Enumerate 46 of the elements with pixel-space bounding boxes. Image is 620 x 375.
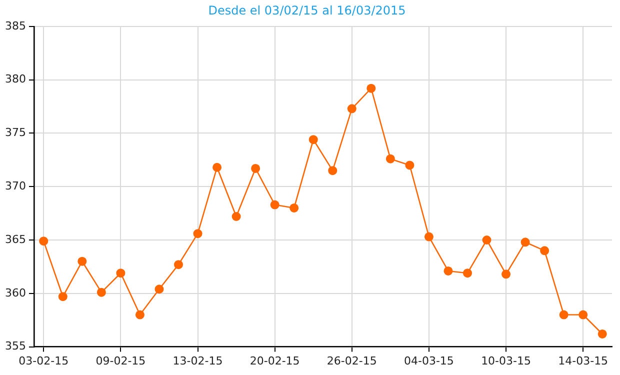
point: [135, 310, 144, 320]
x-tick-label: 10-03-15: [481, 354, 531, 368]
point: [232, 212, 241, 222]
point: [366, 84, 376, 93]
y-tick-label: 355: [4, 340, 26, 353]
point: [424, 232, 434, 242]
y-tick-label: 375: [4, 126, 26, 140]
point: [578, 310, 588, 320]
point: [193, 229, 202, 238]
x-tick-label: 26-02-15: [326, 354, 377, 368]
point: [444, 266, 453, 276]
x-tick-label: 20-02-15: [250, 354, 300, 368]
point: [174, 260, 183, 270]
point: [559, 310, 568, 320]
y-tick-label: 365: [4, 232, 26, 246]
point: [251, 164, 260, 173]
point: [502, 270, 511, 279]
point: [405, 160, 414, 170]
point: [154, 284, 164, 294]
x-tick-label: 04-03-15: [404, 354, 454, 368]
point: [58, 292, 68, 302]
point: [482, 236, 492, 244]
x-tick-label: 14-03-15: [558, 354, 608, 368]
point: [598, 329, 607, 338]
x-tick-label: 09-02-15: [96, 354, 146, 368]
point: [39, 236, 48, 246]
point: [520, 238, 530, 247]
point: [270, 200, 280, 210]
point: [386, 154, 395, 164]
point: [308, 135, 318, 144]
x-tick-label: 03-02-15: [18, 354, 69, 368]
point: [347, 104, 356, 114]
y-tick-label: 380: [4, 72, 26, 86]
chart-title: Desde el 03/02/15 al 16/03/2015: [208, 3, 406, 18]
point: [78, 256, 87, 266]
x-tick-label: 13-02-15: [172, 354, 223, 368]
point: [328, 166, 338, 176]
point: [212, 162, 222, 172]
y-tick-label: 360: [4, 286, 26, 300]
point: [290, 203, 299, 212]
point: [116, 268, 126, 278]
y-tick-label: 385: [4, 19, 26, 32]
point: [540, 246, 550, 256]
point: [463, 268, 472, 278]
point: [96, 288, 106, 297]
y-tick-label: 370: [4, 179, 26, 192]
